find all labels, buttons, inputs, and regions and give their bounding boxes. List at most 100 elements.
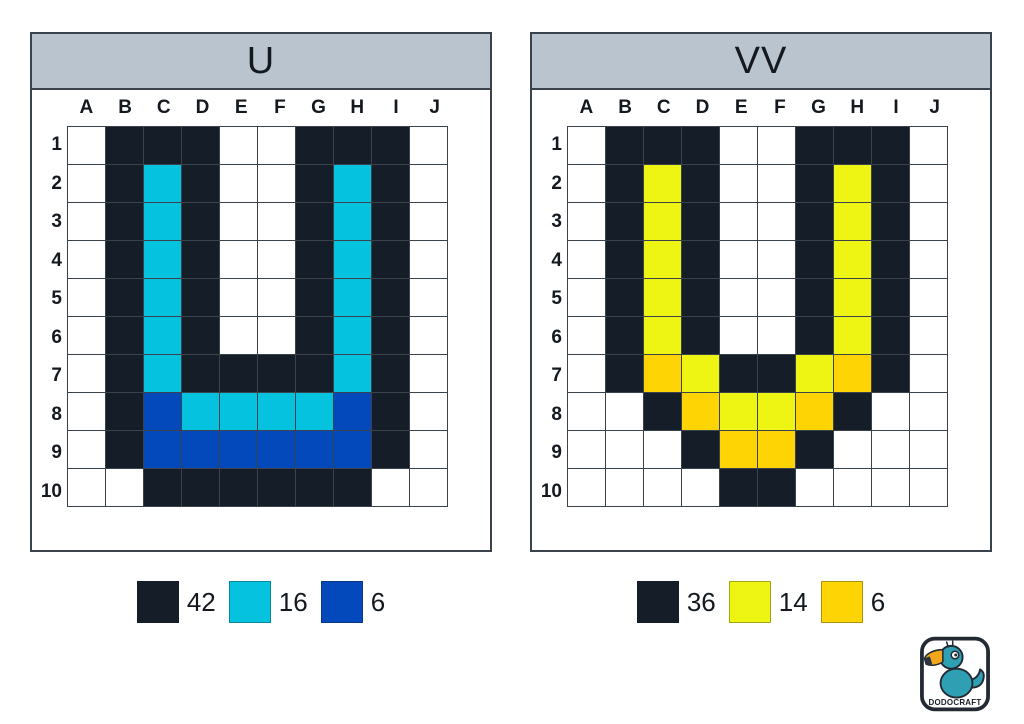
row-label-5: 5 xyxy=(551,288,562,309)
cell-A4 xyxy=(567,240,606,279)
cell-A5 xyxy=(567,278,606,317)
column-label-B: B xyxy=(118,97,132,118)
cell-H8 xyxy=(333,392,372,431)
cell-H2 xyxy=(333,164,372,203)
cell-J1 xyxy=(909,126,948,165)
cell-D7 xyxy=(681,354,720,393)
cell-H7 xyxy=(833,354,872,393)
legend-swatch-dark xyxy=(636,581,679,623)
legend-count: 14 xyxy=(778,586,808,617)
cell-G1 xyxy=(295,126,334,165)
cell-C6 xyxy=(643,316,682,355)
cell-B2 xyxy=(105,164,144,203)
dodocraft-logo: DODOCRAFT xyxy=(919,636,991,712)
row-label-10: 10 xyxy=(540,480,562,502)
cell-D2 xyxy=(681,164,720,203)
cell-F5 xyxy=(257,278,296,317)
cell-H10 xyxy=(833,468,872,507)
legend-item-blue: 6 xyxy=(320,581,385,623)
cell-H9 xyxy=(333,430,372,469)
row-label-1: 1 xyxy=(551,134,562,155)
grid-row-2 xyxy=(567,164,948,203)
column-label-H: H xyxy=(350,97,365,118)
legend-swatch-blue xyxy=(320,581,363,623)
cell-J6 xyxy=(409,316,448,355)
cell-D2 xyxy=(181,164,220,203)
cell-C5 xyxy=(643,278,682,317)
cell-F9 xyxy=(757,430,796,469)
row-label-8: 8 xyxy=(551,403,562,425)
cell-B1 xyxy=(105,126,144,165)
grid-row-1 xyxy=(67,126,448,165)
column-label-J: J xyxy=(929,97,940,118)
panel-vv: VV A B C D E F G H I J 1 2 3 4 5 6 7 8 9 10 xyxy=(530,32,992,552)
cell-A1 xyxy=(567,126,606,165)
panel-u-header: U xyxy=(32,34,490,90)
cell-C7 xyxy=(643,354,682,393)
legend-u: 42 16 6 xyxy=(30,581,492,623)
cell-C4 xyxy=(643,240,682,279)
cell-I7 xyxy=(371,354,410,393)
cell-A7 xyxy=(67,354,106,393)
cell-G1 xyxy=(795,126,834,165)
cell-C10 xyxy=(643,468,682,507)
cell-D9 xyxy=(181,430,220,469)
cell-D8 xyxy=(181,392,220,431)
cell-H8 xyxy=(833,392,872,431)
pixel-grid-vv xyxy=(567,126,948,507)
cell-D1 xyxy=(181,126,220,165)
cell-C3 xyxy=(643,202,682,241)
column-label-H: H xyxy=(850,97,865,118)
panel-vv-header: VV xyxy=(532,34,990,90)
row-label-10: 10 xyxy=(40,480,62,502)
cell-J10 xyxy=(409,468,448,507)
grid-row-6 xyxy=(567,316,948,355)
cell-B3 xyxy=(605,202,644,241)
cell-G7 xyxy=(795,354,834,393)
cell-J1 xyxy=(409,126,448,165)
cell-D10 xyxy=(181,468,220,507)
cell-F1 xyxy=(257,126,296,165)
cell-E8 xyxy=(219,392,258,431)
cell-I2 xyxy=(871,164,910,203)
cell-E10 xyxy=(219,468,258,507)
grid-row-4 xyxy=(67,240,448,279)
row-numbers: 1 2 3 4 5 6 7 8 9 10 xyxy=(534,126,562,511)
cell-I5 xyxy=(371,278,410,317)
column-label-C: C xyxy=(156,97,171,118)
cell-I8 xyxy=(871,392,910,431)
cell-G5 xyxy=(295,278,334,317)
cell-I6 xyxy=(871,316,910,355)
legend-count: 16 xyxy=(278,586,308,617)
cell-I7 xyxy=(871,354,910,393)
cell-G7 xyxy=(295,354,334,393)
row-label-1: 1 xyxy=(51,134,62,155)
cell-C2 xyxy=(643,164,682,203)
cell-J10 xyxy=(909,468,948,507)
cell-B10 xyxy=(605,468,644,507)
cell-B5 xyxy=(605,278,644,317)
cell-I9 xyxy=(871,430,910,469)
cell-A6 xyxy=(67,316,106,355)
panel-u-body: A B C D E F G H I J 1 2 3 4 5 6 7 8 9 10 xyxy=(32,90,490,552)
cell-B4 xyxy=(605,240,644,279)
legend-swatch-dark xyxy=(136,581,179,623)
cell-E6 xyxy=(219,316,258,355)
cell-I6 xyxy=(371,316,410,355)
cell-H3 xyxy=(833,202,872,241)
cell-E4 xyxy=(719,240,758,279)
legend-count: 6 xyxy=(870,586,886,617)
panel-u-title: U xyxy=(246,39,276,82)
cell-A4 xyxy=(67,240,106,279)
cell-J2 xyxy=(409,164,448,203)
grid-row-3 xyxy=(67,202,448,241)
cell-F8 xyxy=(257,392,296,431)
cell-A9 xyxy=(67,430,106,469)
cell-G3 xyxy=(295,202,334,241)
grid-row-8 xyxy=(67,392,448,431)
cell-G6 xyxy=(295,316,334,355)
legend-item-dark: 36 xyxy=(636,581,716,623)
cell-F1 xyxy=(757,126,796,165)
legend-item-cyan: 16 xyxy=(228,581,308,623)
cell-I9 xyxy=(371,430,410,469)
